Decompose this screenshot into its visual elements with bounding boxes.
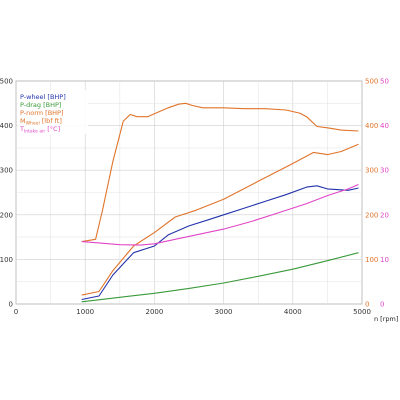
legend-entry-p-norm: P-norm [BHP] xyxy=(20,109,64,117)
legend-m-main: M xyxy=(20,117,26,125)
y-right-1-tick-label: 400 xyxy=(365,122,378,130)
y-left-tick-label: 0 xyxy=(9,301,13,309)
y-right-2-tick-label: 50 xyxy=(380,78,389,86)
legend: P-wheel [BHP] P-drag [BHP] P-norm [BHP] … xyxy=(18,90,88,135)
series-layer xyxy=(81,102,359,303)
y-right-2-tick-label: 10 xyxy=(380,256,389,264)
y-left-tick-label: 200 xyxy=(0,211,13,219)
y-left-tick-label: 500 xyxy=(0,78,13,86)
series-line-0 xyxy=(81,185,359,301)
x-tick-label: 4000 xyxy=(284,308,302,316)
y-right-2-tick-label: 40 xyxy=(380,122,389,130)
series-line-3 xyxy=(81,102,359,243)
series-line-4 xyxy=(81,183,359,246)
legend-t-sub: Intake air xyxy=(24,129,45,135)
series-line-2 xyxy=(81,143,359,296)
tick-labels: 0 1000 2000 3000 4000 50000100200300400500010… xyxy=(0,78,389,317)
y-right-1-tick-label: 500 xyxy=(365,78,378,86)
y-right-2-tick-label: 30 xyxy=(380,167,389,175)
y-right-1-tick-label: 200 xyxy=(365,211,378,219)
legend-t-suffix: [°C] xyxy=(45,125,60,133)
y-left-tick-label: 300 xyxy=(0,167,13,175)
x-tick-label: 3000 xyxy=(215,308,233,316)
y-right-1-tick-label: 300 xyxy=(365,167,378,175)
x-tick-label: 0 xyxy=(14,308,18,316)
y-right-2-tick-label: 20 xyxy=(380,211,389,219)
legend-box xyxy=(18,90,88,134)
series-line-1 xyxy=(81,252,359,303)
legend-entry-t-intake: TIntake air [°C] xyxy=(19,125,60,135)
y-left-tick-label: 400 xyxy=(0,122,13,130)
x-axis-title: n [rpm] xyxy=(374,315,398,323)
y-right-1-tick-label: 100 xyxy=(365,256,378,264)
legend-entry-m-wheel: MWheel [lbf ft] xyxy=(20,117,62,127)
x-tick-label: 5000 xyxy=(353,308,371,316)
x-tick-label: 1000 xyxy=(76,308,94,316)
x-tick-label: 2000 xyxy=(145,308,163,316)
y-right-1-tick-label: 0 xyxy=(365,301,369,309)
legend-entry-p-wheel: P-wheel [BHP] xyxy=(20,93,66,101)
legend-m-sub: Wheel xyxy=(26,121,40,127)
legend-m-suffix: [lbf ft] xyxy=(40,117,62,125)
legend-entry-p-drag: P-drag [BHP] xyxy=(20,101,61,109)
y-right-2-tick-label: 0 xyxy=(380,301,384,309)
y-left-tick-label: 100 xyxy=(0,256,13,264)
legend-t-main: T xyxy=(19,125,24,133)
